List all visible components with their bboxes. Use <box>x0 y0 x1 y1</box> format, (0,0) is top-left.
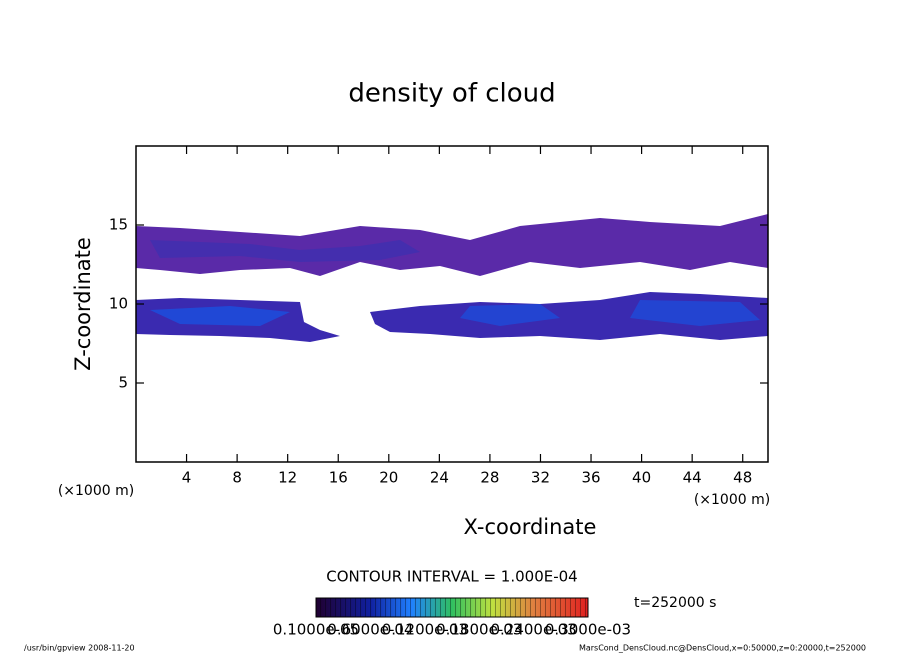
x-tick-label: 4 <box>182 469 192 487</box>
y-axis-label: Z-coordinate <box>71 237 95 371</box>
chart-title: density of cloud <box>348 79 555 109</box>
x-tick-label: 16 <box>329 469 348 487</box>
x-tick-label: 36 <box>581 469 600 487</box>
colorbar-label: 0.1800e-03 <box>436 621 522 639</box>
x-tick-label: 28 <box>480 469 499 487</box>
y-tick-label: 10 <box>109 295 128 313</box>
colorbar-label: 0.1200e-03 <box>382 621 468 639</box>
y-tick-label: 15 <box>109 216 128 234</box>
x-tick-label: 8 <box>232 469 242 487</box>
y-unit-label: (×1000 m) <box>58 483 134 499</box>
cloud-field <box>136 214 768 342</box>
x-tick-label: 44 <box>683 469 702 487</box>
x-tick-label: 20 <box>379 469 398 487</box>
y-tick-label: 5 <box>118 374 128 392</box>
contour-interval: CONTOUR INTERVAL = 1.000E-04 <box>326 568 577 586</box>
x-tick-label: 12 <box>278 469 297 487</box>
footer-right: MarsCond_DensCloud.nc@DensCloud,x=0:5000… <box>579 644 866 653</box>
x-unit-label: (×1000 m) <box>694 492 770 508</box>
colorbar-label: 0.1000e-05 <box>273 621 359 639</box>
x-axis-label: X-coordinate <box>464 515 597 539</box>
footer-left: /usr/bin/gpview 2008-11-20 <box>24 644 135 653</box>
x-tick-label: 40 <box>632 469 651 487</box>
colorbar-label: 0.3000e-03 <box>545 621 631 639</box>
x-tick-label: 24 <box>430 469 449 487</box>
colorbar-frame <box>315 597 589 618</box>
colorbar-label: 0.6000e-04 <box>327 621 413 639</box>
x-tick-label: 48 <box>733 469 752 487</box>
colorbar-label: 0.2400e-03 <box>490 621 576 639</box>
time-label: t=252000 s <box>634 595 716 611</box>
colorbar-stripes <box>316 598 588 617</box>
x-tick-label: 32 <box>531 469 550 487</box>
